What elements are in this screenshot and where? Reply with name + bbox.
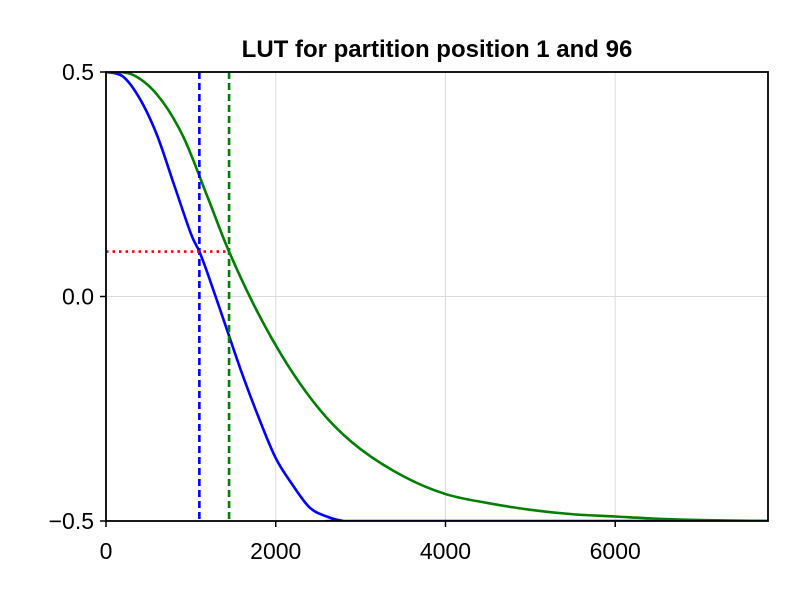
chart-title: LUT for partition position 1 and 96 [242, 36, 633, 63]
series-line-1 [106, 72, 768, 521]
x-tick-label: 6000 [590, 538, 641, 564]
y-tick-label: 0.5 [62, 59, 94, 85]
x-tick-label: 0 [100, 538, 113, 564]
axis-ticks: 0 2000 4000 6000 −0.5 0.0 0.5 [49, 59, 641, 564]
y-tick-label: 0.0 [62, 284, 94, 310]
x-tick-label: 4000 [420, 538, 471, 564]
y-tick-label: −0.5 [49, 508, 94, 534]
x-tick-label: 2000 [250, 538, 301, 564]
series-line-2 [106, 72, 768, 521]
plot-area [106, 72, 768, 521]
grid-lines [105, 71, 768, 522]
